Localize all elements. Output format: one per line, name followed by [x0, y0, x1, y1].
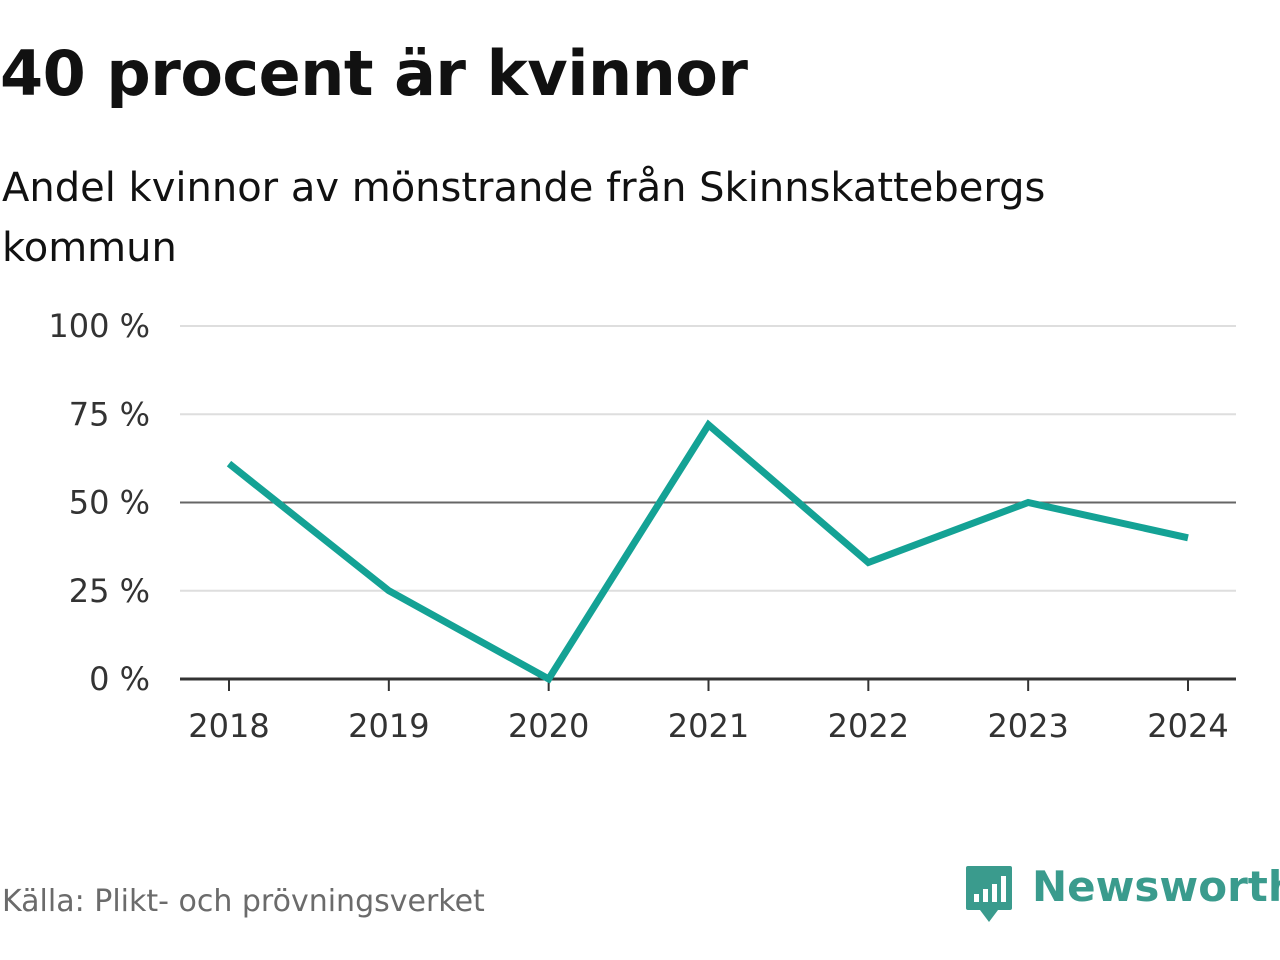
series-line [226, 419, 1189, 684]
x-tick-label: 2018 [188, 707, 269, 745]
brand-name: Newsworthy [1032, 862, 1280, 911]
brand-logo: Newsworthy [964, 862, 1280, 926]
y-axis-ticks: 0 % 25 % 50 % 75 % 100 % [48, 307, 150, 698]
y-tick-label: 50 % [69, 484, 150, 522]
x-tick-label: 2024 [1147, 707, 1228, 745]
line-chart: 0 % 25 % 50 % 75 % 100 % 2018 2019 2020 2021 202… [48, 307, 1236, 745]
chart-subtitle: Andel kvinnor av mönstrande från Skinnsk… [2, 165, 1046, 271]
x-tick-label: 2021 [668, 707, 749, 745]
grid-lines [180, 325, 1236, 681]
series-layer [226, 419, 1189, 684]
y-tick-label: 100 % [48, 307, 150, 345]
chart-title: 40 procent är kvinnor [0, 37, 748, 110]
newsworthy-logo-icon [966, 866, 1012, 922]
x-tick-label: 2023 [987, 707, 1068, 745]
x-tick-label: 2019 [348, 707, 429, 745]
x-tick-label: 2022 [828, 707, 909, 745]
y-tick-label: 25 % [69, 572, 150, 610]
source-note: Källa: Plikt- och prövningsverket [2, 884, 485, 919]
x-axis-ticks: 2018 2019 2020 2021 2022 2023 2024 [188, 679, 1229, 745]
y-tick-label: 0 % [89, 660, 150, 698]
x-tick-label: 2020 [508, 707, 589, 745]
y-tick-label: 75 % [69, 395, 150, 433]
